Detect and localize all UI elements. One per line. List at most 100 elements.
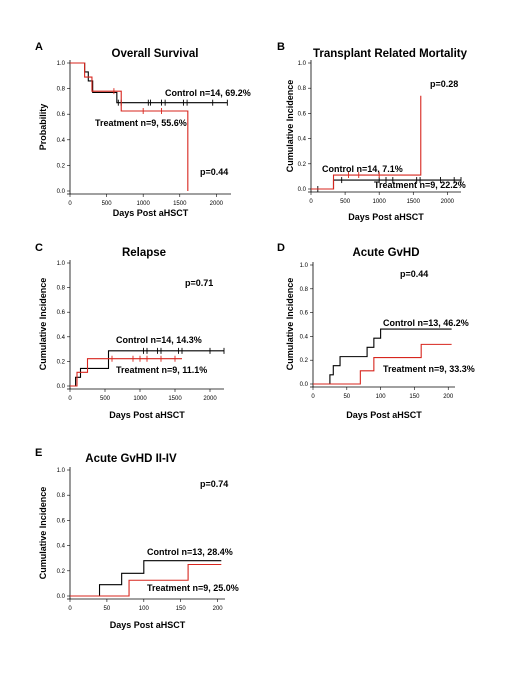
- x-tick-label: 200: [443, 394, 454, 400]
- y-tick-label: 0.4: [300, 334, 309, 340]
- chart-title: Overall Survival: [112, 48, 199, 60]
- y-tick-label: 0.2: [298, 162, 307, 168]
- panel-E: E Acute GvHD II-IV 0.0 0.2 0.4 0.6 0.8 1.0 0 50 10…: [35, 447, 239, 630]
- x-tick-label: 1500: [407, 199, 421, 205]
- panel-D: D Acute GvHD 0.0 0.2 0.4 0.6 0.8 1.0 0 50 100 150 20…: [277, 242, 475, 420]
- y-tick-label: 0.2: [57, 359, 66, 365]
- p-value: p=0.28: [430, 79, 458, 89]
- treatment-curve: [70, 563, 222, 597]
- x-tick-label: 50: [104, 606, 111, 612]
- p-value: p=0.44: [400, 269, 428, 279]
- chart-title: Acute GvHD: [352, 247, 419, 259]
- x-tick-label: 100: [139, 606, 150, 612]
- x-tick-label: 0: [68, 396, 72, 402]
- y-tick-label: 0.2: [57, 163, 66, 169]
- control-annotation: Control n=13, 46.2%: [383, 318, 469, 328]
- treatment-annotation: Treatment n=9, 33.3%: [383, 364, 475, 374]
- x-tick-label: 500: [102, 201, 113, 207]
- x-tick-label: 0: [311, 394, 315, 400]
- x-tick-label: 0: [68, 606, 72, 612]
- x-tick-label: 1000: [137, 201, 151, 207]
- x-tick-label: 150: [409, 394, 420, 400]
- chart-title: Transplant Related Mortality: [313, 48, 468, 60]
- x-tick-label: 500: [340, 199, 351, 205]
- x-tick-label: 2000: [441, 199, 455, 205]
- x-tick-label: 100: [376, 394, 387, 400]
- panel-label: D: [277, 242, 285, 254]
- y-axis-label: Cumulative Incidence: [285, 278, 295, 371]
- panel-B: B Transplant Related Mortality 0.0 0.2 0.4 0.…: [277, 41, 468, 222]
- y-tick-label: 0.6: [57, 310, 66, 316]
- treatment-annotation: Treatment n=9, 55.6%: [95, 118, 187, 128]
- panel-label: A: [35, 41, 43, 53]
- chart-title: Acute GvHD II-IV: [85, 453, 177, 465]
- y-tick-label: 0.4: [57, 138, 66, 144]
- x-tick-label: 2000: [210, 201, 224, 207]
- y-axis-label: Cumulative Incidence: [38, 487, 48, 580]
- x-tick-label: 1000: [133, 396, 147, 402]
- treatment-annotation: Treatment n=9, 11.1%: [116, 365, 207, 375]
- y-tick-label: 0.6: [57, 112, 66, 118]
- y-tick-label: 0.8: [57, 286, 66, 292]
- control-annotation: Control n=14, 69.2%: [165, 88, 251, 98]
- y-tick-label: 0.6: [298, 111, 307, 117]
- y-tick-label: 0.0: [300, 382, 309, 388]
- panel-label: E: [35, 447, 42, 459]
- x-tick-label: 200: [213, 606, 224, 612]
- y-tick-label: 1.0: [57, 261, 66, 267]
- y-axis-label: Cumulative Incidence: [285, 80, 295, 173]
- y-axis-label: Probability: [38, 104, 48, 151]
- treatment-annotation: Treatment n=9, 25.0%: [147, 583, 239, 593]
- x-tick-label: 1000: [373, 199, 387, 205]
- x-tick-label: 2000: [203, 396, 217, 402]
- p-value: p=0.44: [200, 167, 228, 177]
- control-curve: [70, 560, 222, 597]
- y-tick-label: 0.8: [298, 86, 307, 92]
- x-tick-label: 0: [309, 199, 313, 205]
- panel-C: C Relapse 0.0 0.2 0.4 0.6 0.8 1.0 0 500 1000 1500 20…: [35, 242, 225, 420]
- treatment-curve: [313, 343, 452, 385]
- control-annotation: Control n=14, 14.3%: [116, 335, 202, 345]
- y-axis-label: Cumulative Incidence: [38, 278, 48, 371]
- treatment-annotation: Treatment n=9, 22.2%: [374, 180, 466, 190]
- y-tick-label: 0.2: [300, 358, 309, 364]
- panel-label: C: [35, 242, 43, 254]
- control-annotation: Control n=13, 28.4%: [147, 547, 233, 557]
- panel-A: A Overall Survival 0.0 0.2 0.4 0.6 0.8 1.0 0 500 1…: [35, 41, 251, 218]
- x-axis-label: Days Post aHSCT: [346, 410, 422, 420]
- y-tick-label: 0.4: [298, 137, 307, 143]
- x-tick-label: 0: [68, 201, 72, 207]
- x-tick-label: 50: [343, 394, 350, 400]
- treatment-curve: [70, 358, 182, 387]
- panel-label: B: [277, 41, 285, 53]
- p-value: p=0.71: [185, 278, 213, 288]
- y-tick-label: 0.0: [57, 384, 66, 390]
- y-tick-label: 0.8: [300, 287, 309, 293]
- y-tick-label: 0.0: [57, 189, 66, 195]
- x-axis-label: Days Post aHSCT: [113, 208, 189, 218]
- x-tick-label: 1500: [173, 201, 187, 207]
- y-tick-label: 0.6: [300, 311, 309, 317]
- y-tick-label: 0.8: [57, 493, 66, 499]
- chart-title: Relapse: [122, 247, 166, 259]
- y-tick-label: 1.0: [57, 61, 66, 67]
- y-tick-label: 1.0: [57, 468, 66, 474]
- x-axis-label: Days Post aHSCT: [110, 620, 186, 630]
- treatment-curve: [70, 62, 189, 191]
- y-tick-label: 0.2: [57, 569, 66, 575]
- x-tick-label: 500: [100, 396, 111, 402]
- y-tick-label: 0.8: [57, 87, 66, 93]
- y-tick-label: 0.0: [57, 594, 66, 600]
- control-annotation: Control n=14, 7.1%: [322, 164, 403, 174]
- p-value: p=0.74: [200, 479, 228, 489]
- x-axis-label: Days Post aHSCT: [109, 410, 185, 420]
- y-tick-label: 0.6: [57, 518, 66, 524]
- control-curve: [313, 328, 452, 385]
- x-tick-label: 1500: [168, 396, 182, 402]
- y-tick-label: 0.4: [57, 335, 66, 341]
- x-axis-label: Days Post aHSCT: [348, 212, 424, 222]
- y-tick-label: 0.4: [57, 544, 66, 550]
- y-tick-label: 0.0: [298, 187, 307, 193]
- y-tick-label: 1.0: [300, 263, 309, 269]
